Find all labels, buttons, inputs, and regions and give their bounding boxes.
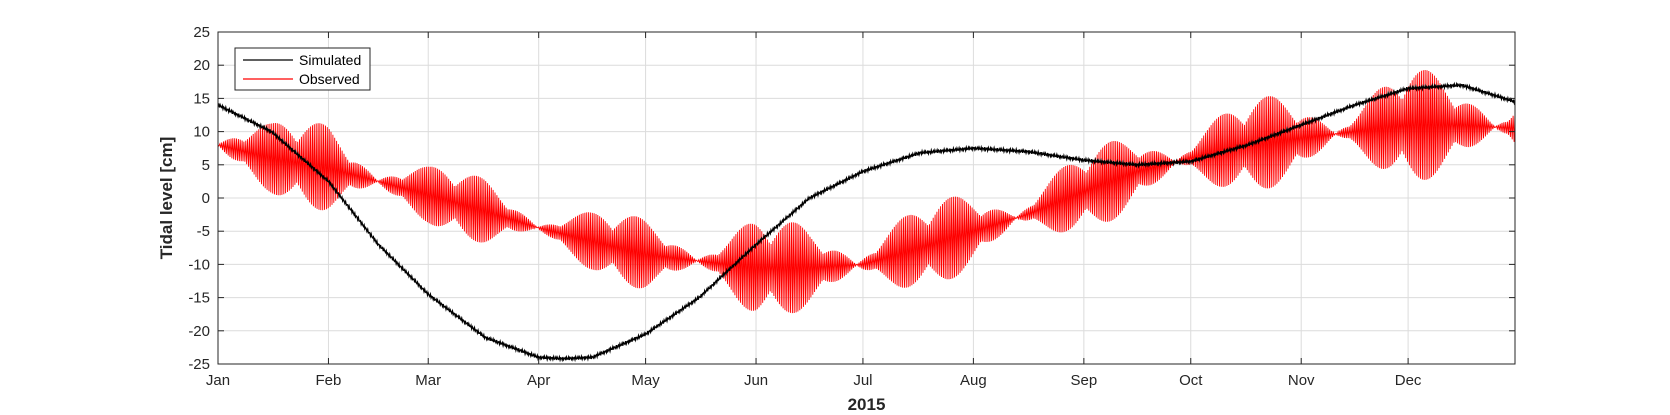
x-tick-label: Mar: [415, 372, 441, 389]
x-tick-label: Apr: [527, 372, 550, 389]
y-tick-label: 25: [193, 24, 210, 41]
y-tick-label: 10: [193, 124, 210, 141]
x-tick-label: May: [631, 372, 660, 389]
y-tick-label: -20: [188, 323, 210, 340]
legend: Simulated Observed: [234, 47, 371, 91]
series-simulated-line: [217, 81, 1516, 363]
y-tick-label: -10: [188, 256, 210, 273]
x-axis: Jan Feb Mar Apr May Jun Jul Aug Sep Oct Nov Dec: [206, 32, 1422, 389]
y-axis: -25 -20 -15 -10 -5 0 5 10 15 20 25: [188, 24, 1515, 373]
legend-label-simulated: Simulated: [299, 52, 361, 68]
x-tick-label: Dec: [1395, 372, 1422, 389]
x-tick-label: Jan: [206, 372, 230, 389]
plot-series: [217, 69, 1516, 363]
y-tick-label: -5: [197, 223, 210, 240]
y-tick-label: 15: [193, 90, 210, 107]
x-tick-label: Jul: [853, 372, 872, 389]
x-tick-label: Jun: [744, 372, 768, 389]
x-tick-label: Sep: [1071, 372, 1098, 389]
x-tick-label: Aug: [960, 372, 987, 389]
x-tick-label: Feb: [316, 372, 342, 389]
x-tick-label: Nov: [1288, 372, 1315, 389]
y-tick-label: -15: [188, 290, 210, 307]
legend-box: [234, 47, 371, 91]
x-tick-label: Oct: [1179, 372, 1203, 389]
legend-label-observed: Observed: [299, 71, 360, 87]
y-tick-label: -25: [188, 356, 210, 373]
x-axis-title: 2015: [848, 395, 886, 414]
y-axis-title: Tidal level [cm]: [157, 137, 176, 260]
y-tick-label: 5: [202, 157, 210, 174]
series-observed-line: [217, 69, 1516, 314]
y-tick-label: 0: [202, 190, 210, 207]
y-tick-label: 20: [193, 57, 210, 74]
